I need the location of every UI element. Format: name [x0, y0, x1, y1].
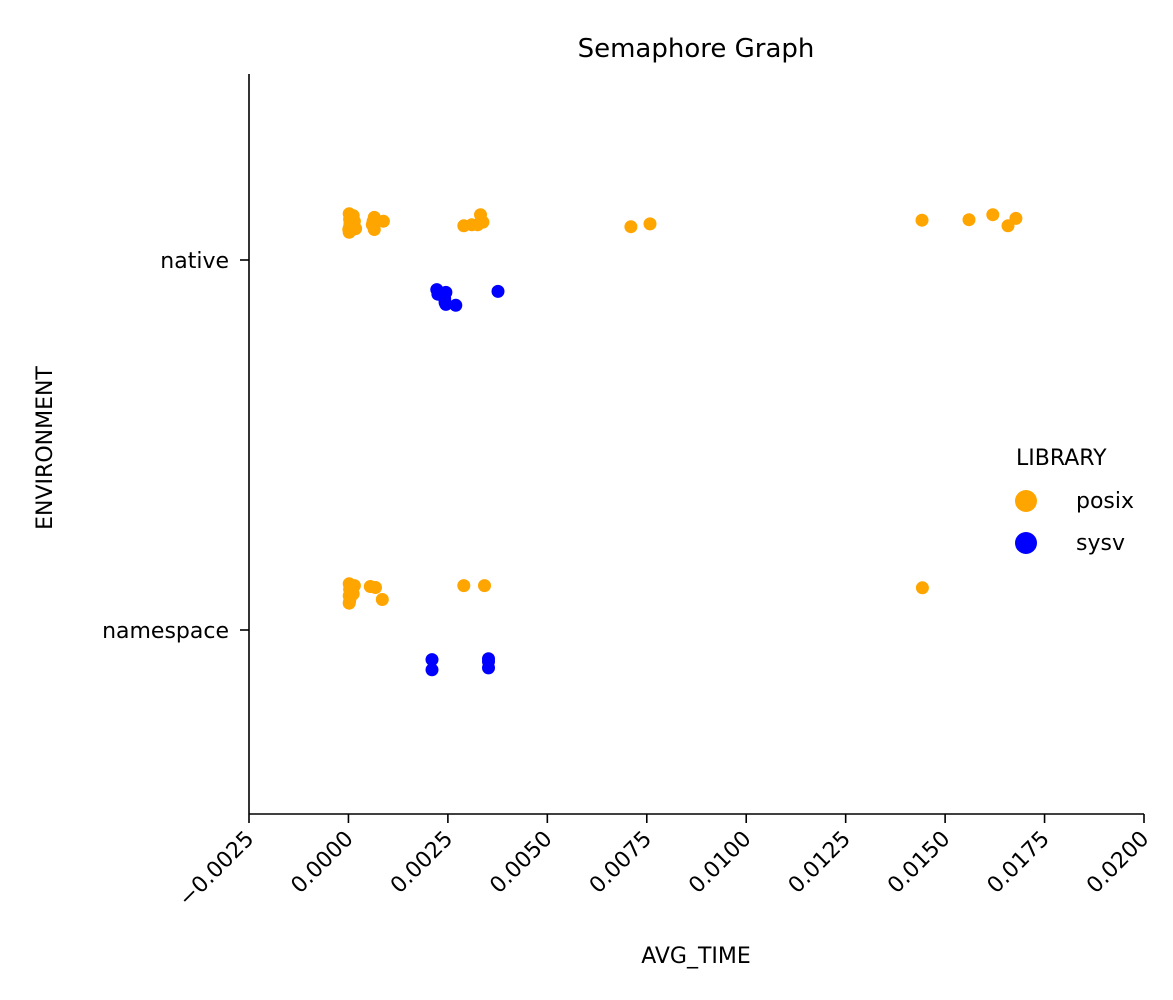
x-tick-label: 0.0000	[287, 827, 359, 899]
legend-label-posix: posix	[1076, 489, 1134, 514]
posix-point	[457, 579, 471, 593]
posix-point	[369, 581, 382, 594]
posix-point	[1001, 219, 1015, 233]
y-tick-label: native	[160, 249, 229, 274]
x-ticks: −0.0025 0.0000 0.0025 0.0050 0.0075 0.0100 0.0…	[174, 814, 1154, 912]
posix-point	[471, 218, 485, 232]
posix-point	[624, 220, 638, 234]
posix-point	[375, 593, 389, 606]
y-axis-title: ENVIRONMENT	[33, 366, 58, 530]
x-tick-label: 0.0100	[684, 827, 756, 899]
posix-point	[345, 581, 359, 595]
x-tick-label: 0.0200	[1082, 827, 1154, 899]
x-tick-label: 0.0150	[883, 827, 955, 899]
x-tick-label: 0.0125	[784, 827, 856, 899]
posix-point	[367, 223, 381, 236]
y-tick-label: namespace	[102, 619, 229, 644]
posix-point	[376, 214, 390, 228]
posix-point	[478, 579, 491, 593]
posix-point	[915, 213, 929, 227]
x-tick-label: 0.0025	[386, 827, 458, 899]
sysv-point	[425, 663, 439, 677]
x-tick-label: 0.0075	[585, 827, 657, 899]
posix-point	[986, 208, 1000, 222]
legend-title: LIBRARY	[1016, 446, 1107, 471]
posix-point	[643, 217, 657, 231]
legend-marker-sysv	[1015, 532, 1037, 554]
posix-point	[915, 581, 929, 595]
x-tick-label: −0.0025	[174, 827, 259, 912]
sysv-point	[425, 653, 439, 667]
x-axis-title: AVG_TIME	[641, 944, 751, 969]
sysv-point	[482, 661, 495, 675]
legend-label-sysv: sysv	[1076, 531, 1125, 556]
posix-point	[962, 213, 976, 227]
sysv-point	[449, 298, 463, 312]
legend: LIBRARY posix sysv	[1015, 446, 1134, 556]
legend-marker-posix	[1015, 490, 1037, 512]
sysv-point	[439, 297, 453, 311]
y-ticks: native namespace	[102, 249, 249, 644]
chart-title: Semaphore Graph	[578, 34, 815, 64]
posix-point	[342, 223, 356, 236]
sysv-point	[491, 284, 505, 298]
points-layer	[342, 207, 1023, 677]
x-tick-label: 0.0175	[983, 827, 1055, 899]
x-tick-label: 0.0050	[485, 827, 557, 899]
